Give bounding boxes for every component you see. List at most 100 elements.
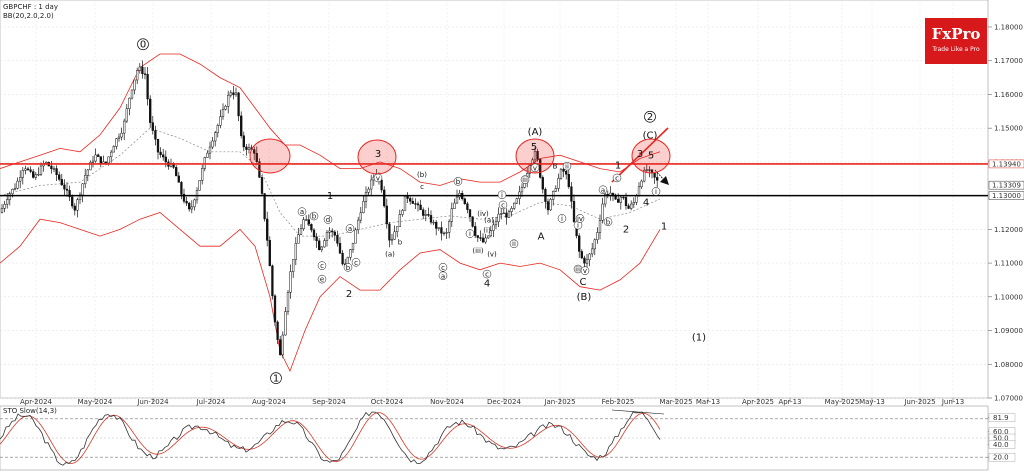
candle-body — [583, 257, 586, 264]
subwave-label: (b) — [417, 171, 427, 179]
candle-body — [76, 199, 79, 211]
candle-body — [26, 168, 30, 170]
candle-body — [206, 152, 209, 158]
candle-body — [489, 230, 492, 237]
candle-body — [16, 180, 19, 189]
candle-body — [349, 249, 352, 258]
candle-body — [276, 321, 279, 340]
subwave-label: (iii) — [472, 247, 484, 255]
candle-body — [320, 246, 323, 251]
candle-body — [357, 219, 360, 231]
candle-body — [596, 232, 599, 241]
subwave-label-circled: c — [485, 271, 489, 279]
x-tick-label: Dec-2024 — [487, 398, 521, 406]
wave-label: 3 — [375, 149, 381, 160]
candle-body — [128, 97, 131, 109]
x-tick-label: Sep-2024 — [312, 398, 346, 406]
candle-body — [55, 168, 58, 175]
subwave-label-circled: iii — [522, 176, 528, 184]
candle-body — [630, 203, 633, 209]
wave-label: (C) — [643, 130, 658, 141]
candle-body — [414, 203, 417, 205]
candle-body — [624, 197, 628, 207]
subwave-label-circled: v — [583, 267, 587, 275]
wave-circle — [137, 38, 149, 51]
subwave-label-circled: a — [601, 186, 605, 194]
x-tick-label: Jul-2024 — [196, 398, 226, 406]
candle-body — [481, 237, 485, 243]
y-tick-label: 1.07000 — [994, 395, 1023, 403]
candle-body — [370, 179, 373, 190]
candle-body — [115, 138, 118, 147]
candle-body — [643, 169, 646, 182]
subwave-label-circled: d — [326, 216, 330, 224]
y-tick-label: 1.16000 — [994, 91, 1023, 99]
candle-body — [32, 171, 35, 178]
candle-body — [448, 221, 451, 233]
candle-body — [89, 162, 92, 171]
candle-body — [263, 193, 266, 220]
candle-body — [653, 172, 656, 178]
subwave-circle — [297, 207, 307, 216]
subwave-label-circled: b — [456, 178, 461, 186]
subwave-label-circled: a — [441, 272, 445, 280]
subwave-circle — [580, 266, 590, 275]
candle-body — [151, 122, 154, 131]
candle-body — [419, 204, 422, 211]
wave-label: 5 — [531, 142, 537, 153]
candle-body — [578, 235, 581, 252]
candle-body — [245, 146, 248, 150]
candle-body — [138, 66, 141, 71]
candle-body — [635, 195, 638, 203]
candle-body — [640, 180, 643, 188]
candle-body — [11, 188, 14, 195]
subwave-circle — [482, 269, 492, 279]
stoch-tick-box — [988, 413, 1016, 422]
x-tick-label: May-2025 — [825, 398, 860, 406]
candle-body — [133, 79, 136, 91]
candle-body — [484, 237, 487, 243]
subwave-label-circled: i — [577, 222, 579, 230]
candle-body — [284, 311, 287, 336]
candle-body — [567, 174, 570, 188]
candle-body — [52, 168, 56, 170]
x-tick-label: Feb-2025 — [602, 398, 635, 406]
stoch-tick-box — [988, 440, 1016, 449]
candle-body — [453, 202, 456, 209]
candle-body — [159, 151, 162, 156]
candle-body — [8, 193, 11, 200]
candle-body — [455, 196, 459, 204]
candle-body — [68, 190, 71, 198]
subwave-label: (a) — [385, 250, 395, 258]
candle-body — [380, 179, 383, 191]
candle-body — [229, 92, 232, 96]
arrow-head-icon — [660, 176, 669, 185]
candle-body — [13, 187, 17, 190]
stoch-tick-label: 60.0 — [993, 428, 1009, 436]
candle-body — [427, 214, 430, 216]
candle-body — [130, 89, 134, 99]
candle-body — [546, 201, 550, 211]
candle-body — [271, 265, 274, 297]
candle-body — [398, 214, 401, 227]
candle-body — [289, 271, 292, 293]
subwave-label-circled: iv — [577, 215, 583, 223]
candle-body — [247, 147, 251, 150]
candle-body — [255, 153, 258, 162]
candle-body — [34, 174, 37, 178]
candle-body — [396, 226, 399, 233]
subwave-circle — [351, 258, 361, 267]
subwave-circle — [603, 217, 613, 227]
candle-body — [99, 156, 102, 164]
subwave-circle — [562, 161, 572, 171]
subwave-circle — [509, 239, 519, 248]
candle-body — [318, 240, 321, 251]
subwave-circle — [343, 263, 353, 272]
subwave-circle — [575, 214, 585, 223]
candle-body — [94, 154, 97, 162]
price-marker-box — [988, 180, 1024, 190]
candle-body — [299, 228, 303, 235]
wave-label: 2 — [623, 225, 629, 236]
candle-body — [492, 224, 495, 231]
candle-body — [351, 242, 355, 250]
